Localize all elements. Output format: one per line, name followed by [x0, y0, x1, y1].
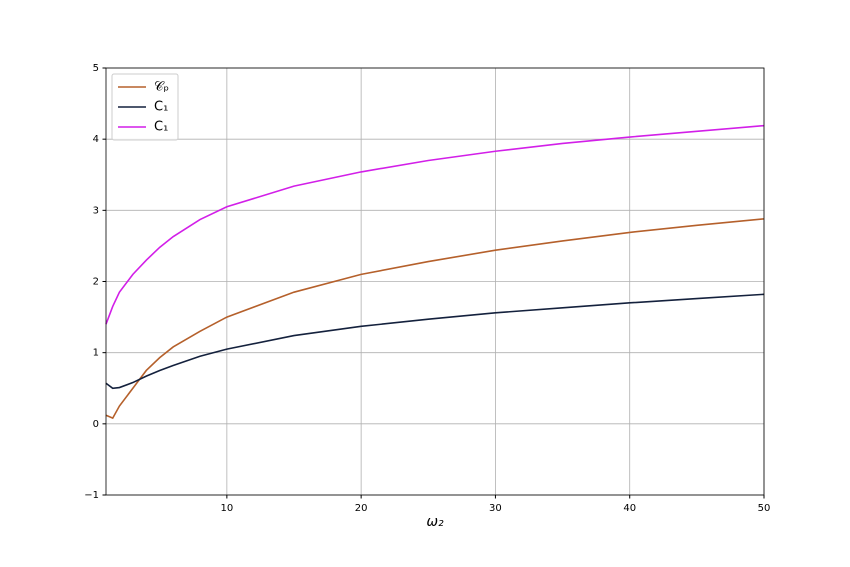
x-tick-label: 40 [623, 503, 636, 514]
x-tick-label: 20 [355, 503, 368, 514]
x-tick-label: 50 [758, 503, 771, 514]
plot-frame [105, 67, 765, 496]
y-tick-label: 0 [93, 419, 99, 430]
y-tick-label: 2 [93, 277, 99, 288]
y-tick-label: 4 [93, 134, 99, 145]
line-series [105, 293, 765, 390]
line-series [105, 124, 765, 325]
y-tick-label: 5 [93, 63, 99, 74]
x-tick-label: 10 [220, 503, 233, 514]
y-tick-label: 3 [93, 205, 99, 216]
legend-label: C₁ [154, 120, 168, 135]
legend-label: C₁ [154, 100, 168, 115]
line-series [105, 218, 765, 420]
y-tick-label: −1 [84, 490, 99, 501]
x-axis-label: ω₂ [426, 514, 444, 530]
legend-label: 𝒞ₚ [154, 80, 169, 95]
x-tick-label: 30 [489, 503, 502, 514]
y-tick-label: 1 [93, 348, 99, 359]
